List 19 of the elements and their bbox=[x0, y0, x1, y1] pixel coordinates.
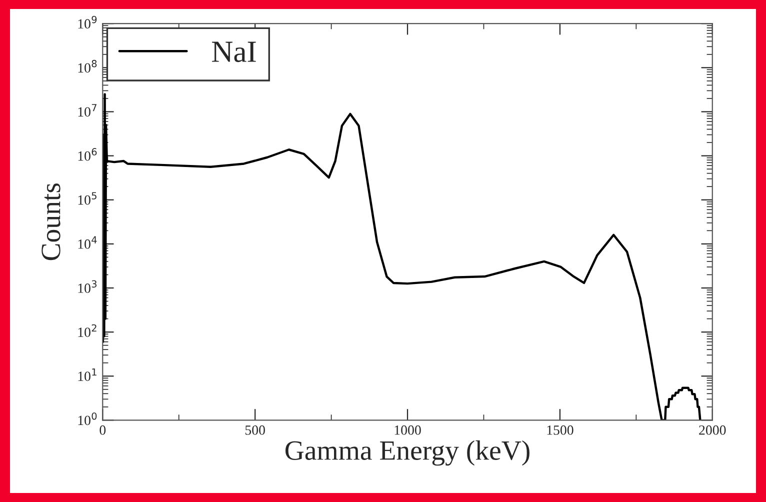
y-tick-label: 10$^{6}$ bbox=[78, 148, 97, 161]
x-axis-title: Gamma Energy (keV) bbox=[285, 440, 530, 466]
y-tick-label: 10$^{7}$ bbox=[78, 104, 96, 117]
line-series bbox=[102, 93, 702, 420]
y-tick-label: 10$^{8}$ bbox=[78, 60, 97, 73]
x-tick-label: 1500 bbox=[547, 425, 574, 435]
y-axis-title: Counts bbox=[42, 184, 60, 260]
y-tick-label: 10$^{9}$ bbox=[78, 16, 97, 29]
y-tick-label: 10$^{1}$ bbox=[78, 368, 96, 381]
y-tick-label: 10$^{3}$ bbox=[78, 280, 97, 293]
x-tick-label: 2000 bbox=[699, 425, 726, 435]
y-tick-label: 10$^{2}$ bbox=[78, 324, 96, 337]
x-tick-label: 500 bbox=[245, 425, 265, 435]
legend-label: NaI bbox=[212, 42, 256, 62]
x-tick-label: 1000 bbox=[394, 425, 421, 435]
x-tick-label: 0 bbox=[100, 425, 106, 435]
y-tick-label: 10$^{5}$ bbox=[78, 192, 96, 205]
y-tick-label: 10$^{4}$ bbox=[78, 236, 97, 249]
y-tick-label: 10$^{0}$ bbox=[78, 412, 97, 426]
